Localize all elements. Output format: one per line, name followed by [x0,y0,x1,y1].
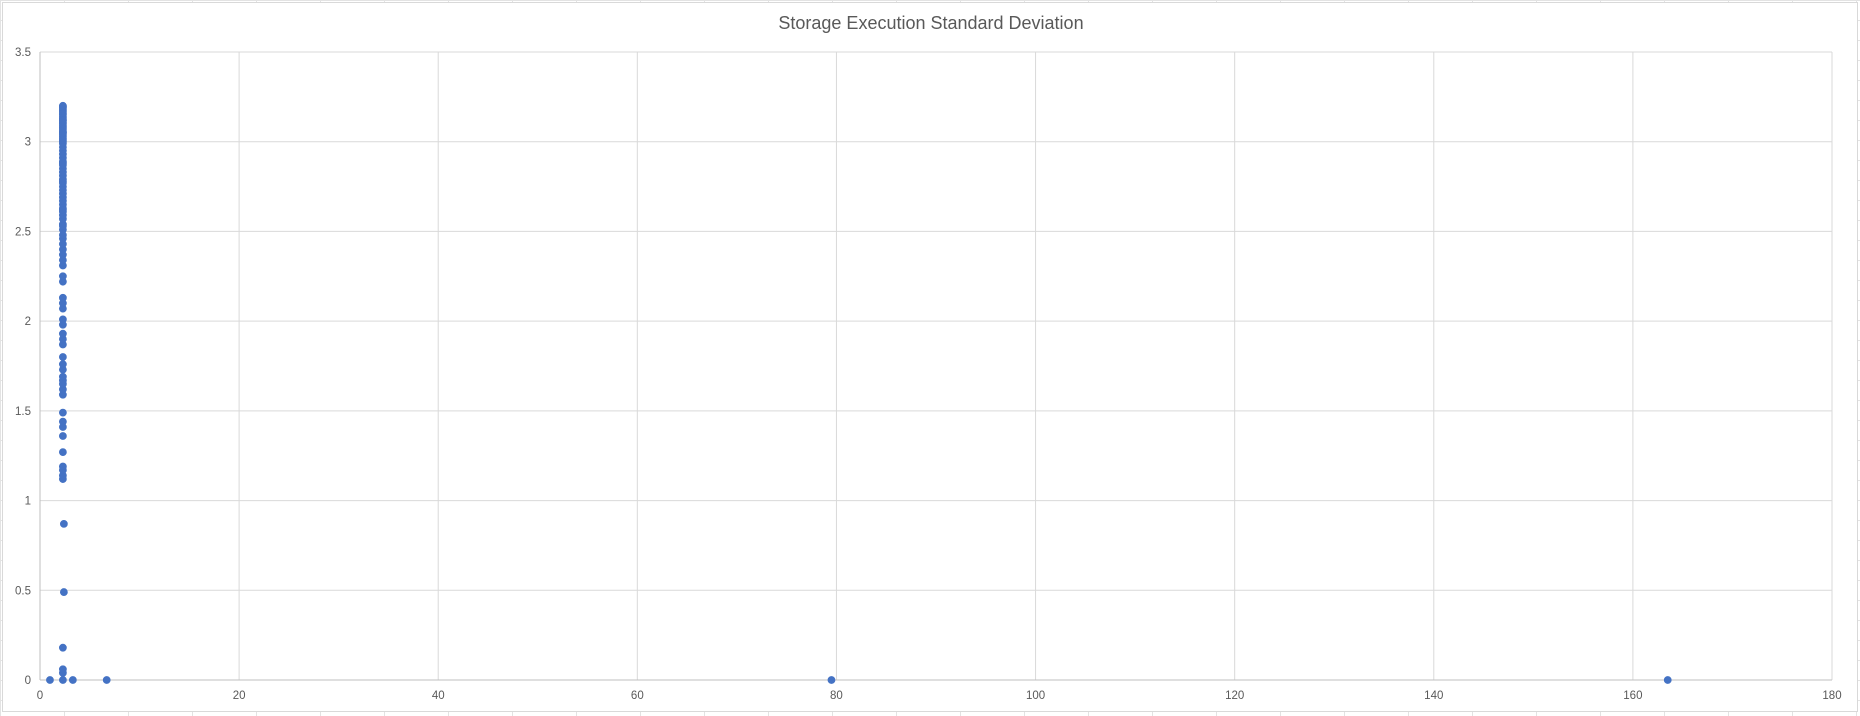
data-points [46,101,1672,684]
data-point [58,676,67,684]
y-tick-label: 2 [25,316,31,328]
data-point [58,643,67,652]
y-tick-label: 1 [25,496,31,508]
y-tick-label: 0 [25,675,31,687]
data-point [58,128,67,137]
data-point [58,372,67,381]
x-tick-label: 20 [233,690,246,702]
data-point [58,205,67,214]
data-point [58,329,67,338]
data-point [58,408,67,417]
data-point [827,676,836,684]
data-point [58,462,67,471]
x-tick-label: 40 [432,690,445,702]
data-point [58,272,67,281]
data-point [58,665,67,674]
gridlines [40,51,1833,680]
y-tick-label: 2.5 [15,226,31,238]
data-point [58,315,67,324]
data-point [58,177,67,186]
data-point [1663,676,1672,684]
x-tick-label: 120 [1225,690,1244,702]
x-tick-label: 100 [1026,690,1045,702]
data-point [58,293,67,302]
data-point [58,353,67,361]
y-tick-label: 3.5 [15,47,31,59]
data-point [59,588,68,596]
y-tick-label: 0.5 [15,585,31,597]
scatter-chart: Storage Execution Standard Deviation 0 0.… [15,13,1842,702]
tick-labels: 0 0.5 1 1.5 2 2.5 3 3.5 0 20 40 60 80 100 120 140 160 180 [15,47,1842,702]
x-tick-label: 0 [37,690,43,702]
data-point [58,159,67,168]
x-tick-label: 60 [631,690,644,702]
data-point [59,519,68,528]
data-point [58,448,67,457]
data-point [58,101,67,110]
data-point [58,222,67,230]
data-point [46,676,54,684]
data-point [58,417,67,426]
x-tick-label: 80 [830,690,843,702]
data-point [58,360,67,369]
data-point [58,432,67,440]
data-point [58,116,67,125]
x-tick-label: 180 [1822,690,1841,702]
chart-title: Storage Execution Standard Deviation [778,13,1083,33]
data-point [68,676,77,684]
data-point [102,676,111,684]
x-tick-label: 160 [1623,690,1642,702]
y-tick-label: 3 [25,137,31,149]
axes [39,52,1832,681]
x-tick-label: 140 [1424,690,1443,702]
y-tick-label: 1.5 [15,406,31,418]
